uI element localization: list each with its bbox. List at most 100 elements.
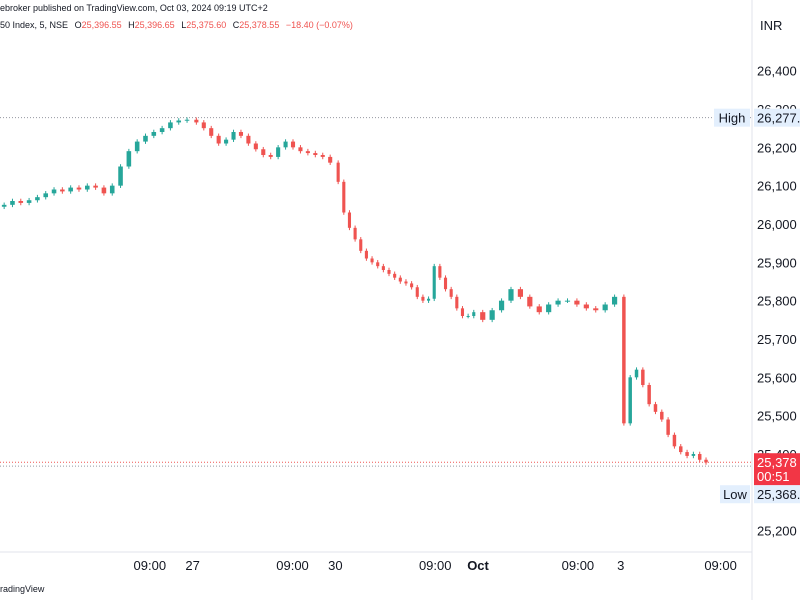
candle-body <box>415 287 419 297</box>
candle-body <box>85 185 90 190</box>
candle-body <box>449 289 453 297</box>
candle-body <box>290 141 296 148</box>
low-label: L <box>181 20 187 30</box>
candle-body <box>353 227 357 240</box>
high-label: H <box>128 20 135 30</box>
x-tick-label: 09:00 <box>134 558 167 573</box>
candle-body <box>283 141 288 148</box>
candle-body <box>224 139 229 144</box>
candle-body <box>398 277 402 282</box>
candle-body <box>460 308 465 316</box>
footer-brand: radingView <box>0 584 45 594</box>
candle-body <box>51 189 57 194</box>
candle-body <box>555 300 561 305</box>
y-tick-label: 25,200 <box>757 524 797 539</box>
candle-body <box>653 404 658 412</box>
candle-body <box>159 128 165 132</box>
candle-body <box>328 156 333 163</box>
candle-body <box>466 316 470 317</box>
y-tick-label: 26,100 <box>757 179 797 194</box>
x-tick-label: 27 <box>185 558 199 573</box>
candle-body <box>583 304 589 309</box>
x-tick-label: 09:00 <box>419 558 452 573</box>
candle-body <box>43 193 49 198</box>
candle-body <box>517 289 523 297</box>
candle-body <box>216 135 221 144</box>
low-value-bg <box>754 485 800 504</box>
candle-body <box>342 181 346 213</box>
candle-body <box>1 204 7 207</box>
high-value: 26,277. <box>757 111 800 126</box>
candle-body <box>679 446 683 453</box>
candle-body <box>546 304 552 313</box>
candle-body <box>238 132 244 136</box>
candle-body <box>184 119 190 121</box>
candle-body <box>305 151 310 154</box>
low-value: 25,375.60 <box>186 20 227 30</box>
y-tick-label: 26,000 <box>757 217 797 232</box>
published-caption: ebroker published on TradingView.com, Oc… <box>0 3 268 13</box>
candle-body <box>231 132 236 140</box>
candle-body <box>268 155 273 157</box>
candle-body <box>508 289 514 301</box>
x-tick-label: 09:00 <box>562 558 595 573</box>
candle-body <box>489 310 495 320</box>
candle-body <box>666 419 670 435</box>
candle-body <box>634 369 639 378</box>
candle-body <box>194 119 199 123</box>
high-value-bg <box>754 108 800 127</box>
candle-body <box>685 452 689 456</box>
candle-body <box>455 296 459 309</box>
candle-body <box>126 151 132 167</box>
candle-body <box>564 300 571 302</box>
close-label: C <box>232 20 240 30</box>
candle-body <box>76 187 82 190</box>
last-price-value: 25,378 <box>757 455 797 470</box>
candle-body <box>253 143 258 150</box>
candle-body <box>276 147 281 157</box>
candle-body <box>641 369 645 385</box>
low-label-bg <box>720 485 750 504</box>
candle-body <box>320 155 325 157</box>
candle-body <box>336 162 340 182</box>
candle-body <box>438 266 442 278</box>
y-tick-label: 26,200 <box>757 140 797 155</box>
candle-body <box>472 312 476 316</box>
candle-body <box>387 270 391 274</box>
candle-body <box>143 135 148 142</box>
candle-body <box>93 185 98 188</box>
candle-body <box>101 187 107 194</box>
x-tick-label: 09:00 <box>276 558 309 573</box>
close-value: 25,378.55 <box>239 20 280 30</box>
change-value: −18.40 (−0.07%) <box>285 20 353 30</box>
candle-body <box>427 298 431 301</box>
candle-body <box>201 122 206 129</box>
candle-body <box>176 120 182 123</box>
y-tick-label: 25,900 <box>757 255 797 270</box>
candle-body <box>480 312 486 320</box>
high-value: 25,396.65 <box>134 20 175 30</box>
candle-body <box>421 296 425 301</box>
candle-body <box>647 385 651 405</box>
candle-body <box>691 454 696 456</box>
candle-body <box>151 132 157 136</box>
candle-body <box>527 296 533 307</box>
candle-body <box>381 266 385 270</box>
candle-body <box>10 201 15 205</box>
candle-body <box>18 201 24 203</box>
candle-body <box>134 141 140 152</box>
candle-body <box>660 411 664 420</box>
y-tick-label: 25,800 <box>757 294 797 309</box>
x-tick-label: 3 <box>617 558 624 573</box>
countdown-value: 00:51 <box>757 469 790 484</box>
candle-body <box>410 283 414 288</box>
candle-body <box>60 189 65 192</box>
candle-body <box>622 296 626 424</box>
candle-body <box>404 281 408 284</box>
candle-body <box>498 300 505 311</box>
candle-body <box>574 300 580 305</box>
candle-body <box>26 200 32 203</box>
candle-body <box>118 166 123 186</box>
low-value: 25,368. <box>757 487 800 502</box>
